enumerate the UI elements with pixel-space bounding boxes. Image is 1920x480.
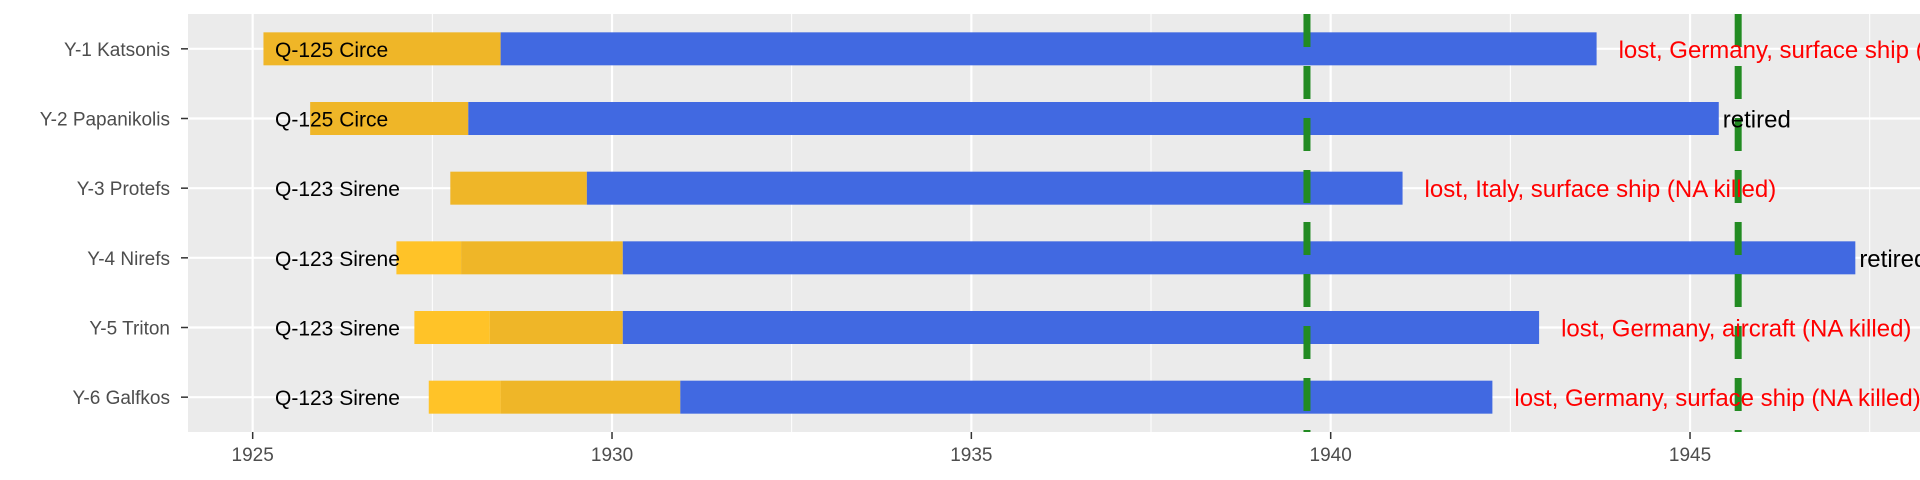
category-label: Y-5 Triton bbox=[89, 319, 170, 340]
bar-segment-service bbox=[622, 311, 1540, 344]
fate-label: retired bbox=[1859, 246, 1920, 273]
bar-segment-construction-early bbox=[414, 311, 490, 344]
category-label: Y-6 Galfkos bbox=[72, 388, 170, 409]
axes: Y-1 Katsonis Y-2 Papanikolis Y-3 Protefs Y-… bbox=[40, 40, 1711, 466]
x-tick-label: 1925 bbox=[232, 445, 274, 466]
fate-label: retired bbox=[1723, 107, 1791, 134]
class-label: Q-123 Sirene bbox=[275, 387, 400, 410]
plot-panel bbox=[188, 14, 1920, 432]
class-label: Q-125 Circe bbox=[275, 109, 388, 132]
category-label: Y-1 Katsonis bbox=[64, 40, 170, 61]
fate-label: lost, Italy, surface ship (NA killed) bbox=[1425, 176, 1777, 203]
bar-segment-service bbox=[622, 241, 1856, 275]
bar-segment-service bbox=[468, 102, 1719, 135]
category-label: Y-4 Nirefs bbox=[87, 249, 170, 270]
x-tick-label: 1940 bbox=[1310, 445, 1352, 466]
event-lines bbox=[1303, 14, 1742, 432]
x-tick-label: 1930 bbox=[591, 445, 633, 466]
class-label: Q-125 Circe bbox=[275, 39, 388, 62]
class-label: Q-123 Sirene bbox=[275, 248, 400, 271]
bars bbox=[263, 32, 1856, 414]
bar-segment-construction-early bbox=[428, 380, 501, 414]
x-tick-label: 1935 bbox=[950, 445, 992, 466]
bar-segment-construction-late bbox=[310, 102, 469, 135]
bar-segment-service bbox=[500, 32, 1597, 66]
bar-labels: Q-125 Circe lost, Germany, surface ship (… bbox=[275, 37, 1920, 412]
x-tick-label: 1945 bbox=[1669, 445, 1711, 466]
category-label: Y-2 Papanikolis bbox=[40, 110, 170, 131]
fate-label: lost, Germany, surface ship (NA killed) bbox=[1619, 37, 1920, 64]
bar-segment-construction-late bbox=[461, 241, 623, 275]
class-label: Q-123 Sirene bbox=[275, 318, 400, 341]
bar-segment-service bbox=[680, 380, 1493, 414]
bar-segment-construction-late bbox=[489, 311, 623, 344]
class-label: Q-123 Sirene bbox=[275, 178, 400, 201]
bar-segment-construction-late bbox=[450, 171, 587, 205]
fate-label: lost, Germany, aircraft (NA killed) bbox=[1561, 316, 1911, 343]
bar-segment-construction-late bbox=[500, 380, 681, 414]
bar-segment-service bbox=[586, 171, 1403, 205]
fate-label: lost, Germany, surface ship (NA killed) bbox=[1514, 385, 1920, 412]
category-label: Y-3 Protefs bbox=[77, 179, 170, 200]
bar-segment-construction-early bbox=[396, 241, 462, 275]
bar-segment-construction-late bbox=[263, 32, 501, 66]
